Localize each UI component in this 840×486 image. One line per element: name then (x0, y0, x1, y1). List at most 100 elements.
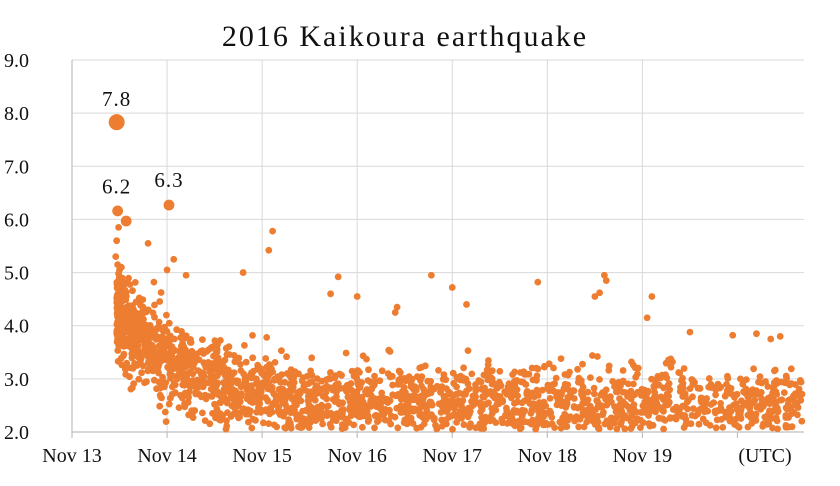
data-point (356, 401, 364, 408)
data-point (231, 358, 239, 366)
data-point (787, 403, 795, 411)
data-point (533, 421, 541, 429)
data-point (131, 360, 139, 368)
tick-labels: 2.0 3.0 4.0 5.0 6.0 7.0 8.0 9.0 Nov 13 Nov 14 Nov … (4, 50, 672, 467)
data-point (773, 404, 781, 412)
data-point (750, 365, 757, 373)
data-point (786, 381, 794, 389)
data-point (268, 387, 276, 394)
data-point (407, 379, 415, 387)
highlight-points (108, 114, 175, 227)
data-point (204, 392, 212, 400)
data-point (129, 287, 136, 295)
data-point (717, 407, 725, 414)
data-point (711, 407, 719, 415)
data-point (254, 395, 262, 403)
data-point (617, 418, 625, 426)
data-point (416, 364, 424, 372)
data-point (114, 347, 122, 354)
data-point (597, 391, 605, 399)
data-point (303, 406, 310, 414)
data-point (368, 385, 375, 393)
data-point (126, 364, 134, 372)
data-point (590, 384, 598, 392)
data-point (396, 380, 404, 388)
data-point (665, 380, 673, 387)
data-point (589, 407, 596, 415)
data-point (112, 253, 120, 261)
data-point (225, 343, 233, 351)
data-point (275, 385, 283, 393)
data-point (168, 390, 176, 398)
data-point (545, 421, 552, 428)
data-point (160, 378, 168, 386)
data-point (214, 408, 222, 416)
data-point (179, 331, 187, 339)
data-point (113, 331, 121, 339)
data-point (662, 393, 670, 400)
data-point (536, 400, 543, 407)
data-point (391, 309, 399, 316)
chart-title: 2016 Kaikoura earthquake (222, 20, 588, 53)
data-point (714, 383, 721, 390)
y-tick-label: 8.0 (4, 103, 29, 125)
data-point (116, 300, 124, 308)
data-point (637, 424, 644, 431)
data-point (645, 420, 653, 427)
data-point (432, 421, 439, 429)
y-tick-label: 2.0 (4, 422, 29, 444)
data-point (132, 314, 139, 322)
data-point (371, 378, 379, 386)
data-point (627, 425, 635, 432)
data-point (527, 410, 535, 417)
data-point (485, 399, 492, 407)
data-point (653, 393, 660, 401)
data-point (756, 373, 764, 380)
data-point (169, 358, 177, 366)
data-point (472, 387, 480, 395)
data-point (199, 409, 206, 417)
data-point (672, 415, 680, 423)
data-point (181, 350, 188, 358)
y-tick-label: 6.0 (4, 209, 29, 231)
data-point (278, 371, 286, 379)
data-point (757, 389, 765, 396)
data-point (787, 365, 795, 373)
data-point (496, 367, 504, 375)
data-point (567, 390, 575, 398)
x-unit-label: (UTC) (738, 445, 791, 467)
data-point (463, 301, 470, 308)
data-point (181, 403, 189, 411)
magnitude-annotation: 7.8 (102, 87, 131, 111)
data-point (418, 373, 426, 381)
data-point (707, 381, 715, 388)
data-point (686, 328, 694, 336)
data-point (226, 371, 234, 379)
data-point (669, 358, 676, 366)
data-point (363, 355, 370, 363)
data-point (681, 392, 689, 400)
data-point (577, 377, 585, 384)
data-point (678, 377, 685, 385)
data-point (627, 387, 635, 395)
data-point (354, 410, 362, 417)
data-point (170, 380, 178, 387)
data-point (522, 381, 530, 388)
data-point (393, 303, 401, 311)
data-point (546, 395, 554, 402)
data-point (350, 372, 358, 380)
data-point (730, 401, 737, 409)
data-point (117, 291, 124, 299)
data-point (794, 411, 801, 419)
data-point (381, 416, 389, 424)
data-point (619, 367, 627, 374)
data-point (616, 401, 624, 409)
data-point (438, 422, 446, 430)
data-point (380, 411, 388, 418)
data-point (398, 405, 406, 412)
highlight-point (112, 205, 124, 217)
data-point (453, 383, 460, 391)
data-point (161, 408, 169, 416)
data-point (591, 293, 599, 300)
data-point (488, 405, 496, 412)
